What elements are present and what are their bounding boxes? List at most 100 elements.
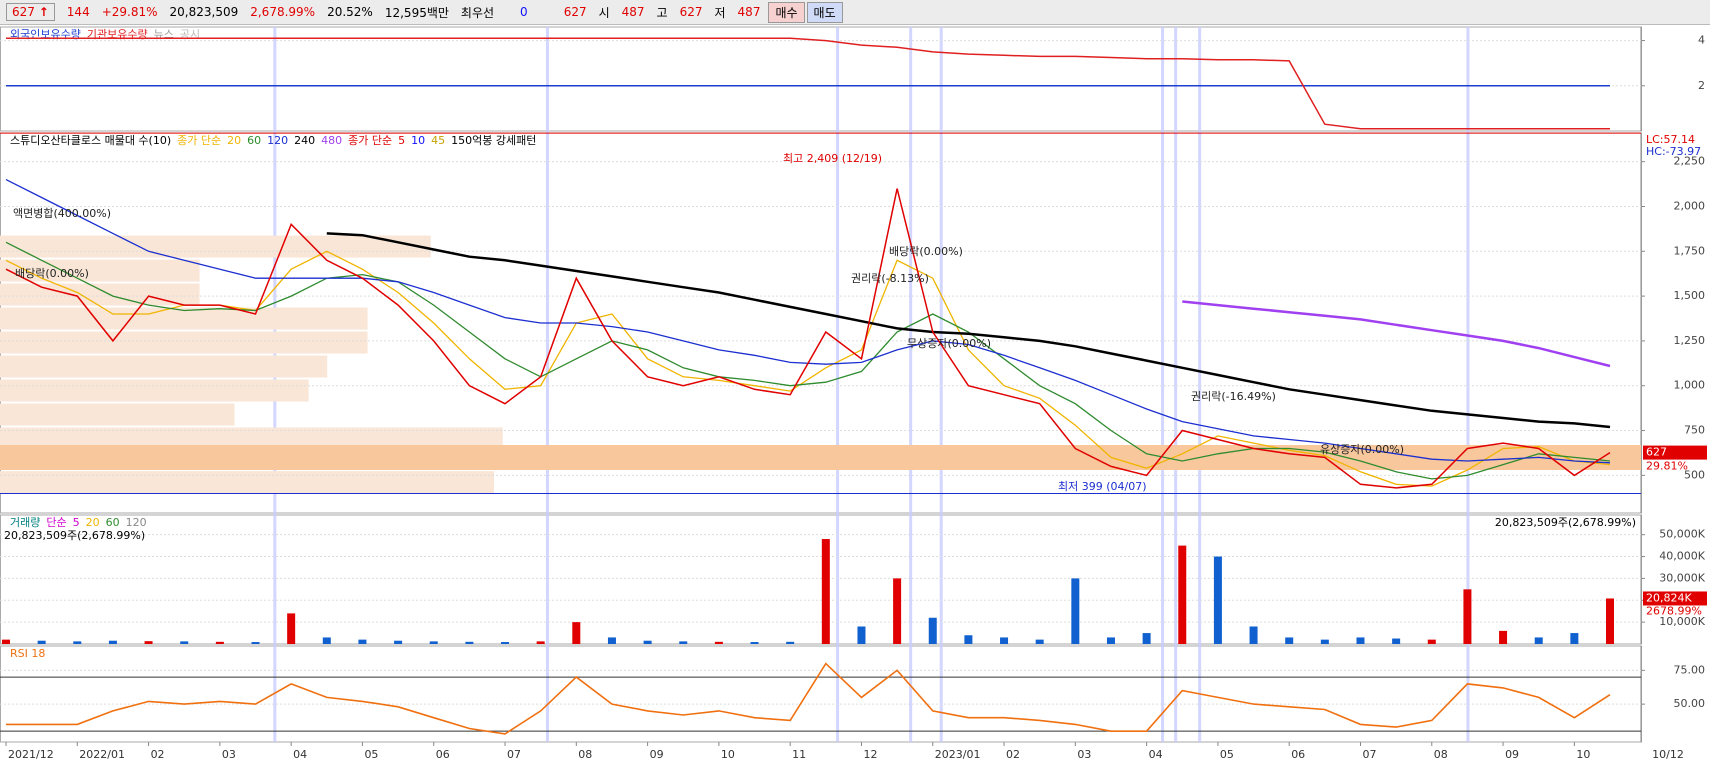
volume-bar <box>358 639 367 644</box>
series-line <box>1182 300 1611 368</box>
series-line <box>326 232 1611 429</box>
volume-bar <box>1249 626 1258 644</box>
volume-profile <box>0 235 431 258</box>
toolbar-label: 저 <box>714 5 726 20</box>
toolbar-value: +29.81% <box>101 5 158 19</box>
toolbar-value: 627 <box>679 5 703 19</box>
legend-item: 240 <box>294 134 315 147</box>
volume-bar <box>144 641 153 644</box>
x-tick-label: 12 <box>863 748 877 761</box>
volume-profile <box>0 427 503 450</box>
volume-bar <box>108 640 117 644</box>
x-tick-label: 03 <box>1077 748 1091 761</box>
last-price-label: 627 <box>1646 446 1667 459</box>
volume-bar <box>679 641 688 644</box>
toolbar-value: 12,595백만 <box>384 5 449 20</box>
volume-bar <box>1000 637 1009 644</box>
y-tick-label: 2,250 <box>1674 155 1706 168</box>
volume-bar <box>180 641 189 644</box>
x-tick-label: 04 <box>1149 748 1163 761</box>
volume-label: 20,823,509주(2,678.99%) <box>4 529 145 542</box>
x-tick-label: 10 <box>1576 748 1590 761</box>
series-line <box>6 662 1611 735</box>
toolbar-value: 627 <box>12 5 35 19</box>
x-tick-label: 02 <box>151 748 165 761</box>
volume-bar <box>1463 589 1472 644</box>
x-tick-label: 07 <box>1362 748 1376 761</box>
volume-bar <box>1213 556 1222 644</box>
y-tick-label: 1,500 <box>1674 289 1706 302</box>
volume-bar <box>287 613 296 644</box>
x-tick-label: 10 <box>721 748 735 761</box>
volume-bar <box>928 617 937 644</box>
sell-button[interactable]: 매도 <box>806 1 843 23</box>
volume-bar <box>1356 637 1365 644</box>
volume-profile <box>0 379 309 402</box>
last-ratio-label: 2678.99% <box>1646 604 1702 617</box>
annotation: 최고 2,409 (12/19) <box>783 152 882 165</box>
volume-profile <box>0 355 328 378</box>
annotation: 최저 399 (04/07) <box>1058 480 1147 493</box>
volume-bar <box>821 539 830 644</box>
volume-bar <box>1035 639 1044 644</box>
volume-bar <box>1071 578 1080 644</box>
toolbar-value: 20,823,509 <box>169 5 239 19</box>
y-tick-label: 2 <box>1698 79 1705 92</box>
volume-bar <box>750 642 759 644</box>
volume-bar <box>1427 639 1436 644</box>
legend-item: 120 <box>267 134 288 147</box>
legend-item: 스튜디오산타클로스 매물대 수(10) <box>10 134 171 147</box>
legend-item: 10 <box>411 134 425 147</box>
x-tick-label: 08 <box>1434 748 1448 761</box>
volume-bar <box>465 641 474 644</box>
legend-item: 종가 단순 <box>348 134 392 147</box>
legend-item: 종가 단순 <box>177 134 221 147</box>
toolbar-value: 2,678.99% <box>250 5 316 19</box>
toolbar: 627 ↑ 144 +29.81% 20,823,509 2,678.99% 2… <box>0 0 1710 25</box>
volume-bar <box>607 637 616 644</box>
x-tick-label: 04 <box>293 748 307 761</box>
toolbar-value: 0 <box>520 5 528 19</box>
volume-label: 20,823,509주(2,678.99%) <box>1495 516 1636 529</box>
x-tick-label: 06 <box>1291 748 1305 761</box>
volume-bar <box>215 641 224 644</box>
volume-bar <box>2 639 10 644</box>
legend-item: 60 <box>106 516 120 529</box>
buy-button[interactable]: 매수 <box>768 1 805 23</box>
x-tick-label: 05 <box>364 748 378 761</box>
panel-title: RSI 18 <box>10 647 45 660</box>
annotation: 무상증자(0.00%) <box>907 337 991 350</box>
volume-bar <box>73 641 82 644</box>
y-tick-label: 1,000 <box>1674 379 1706 392</box>
toolbar-label: 고 <box>656 5 668 20</box>
toolbar-value: 487 <box>621 5 645 19</box>
volume-bar <box>572 622 581 644</box>
volume-bar <box>1178 545 1187 644</box>
volume-bar <box>786 641 795 644</box>
volume-bar <box>857 626 866 644</box>
x-tick-label: 07 <box>507 748 521 761</box>
volume-bar <box>322 637 331 644</box>
right-label: LC:57.14 <box>1646 133 1695 146</box>
annotation: 배당락(0.00%) <box>15 267 89 280</box>
volume-bar <box>429 641 438 644</box>
legend-item: 거래량 <box>10 516 40 529</box>
event-highlight <box>1198 27 1202 742</box>
legend-item: 150억봉 강세패턴 <box>451 134 536 147</box>
legend-item: 단순 <box>46 516 66 529</box>
volume-bar <box>1534 637 1543 644</box>
y-tick-label: 500 <box>1684 468 1705 481</box>
x-end-label: 10/12 <box>1652 748 1684 761</box>
event-highlight <box>909 27 913 742</box>
y-tick-label: 750 <box>1684 424 1705 437</box>
legend-item: 5 <box>73 516 80 529</box>
y-tick-label: 50,000K <box>1659 528 1705 541</box>
x-tick-label: 05 <box>1220 748 1234 761</box>
price: 627 ↑ <box>6 3 55 21</box>
volume-profile <box>0 471 495 494</box>
annotation: 권리락(-16.49%) <box>1191 390 1276 403</box>
legend-item: 20 <box>227 134 241 147</box>
y-tick-label: 2,000 <box>1674 199 1706 212</box>
panel-frame <box>0 26 1642 132</box>
